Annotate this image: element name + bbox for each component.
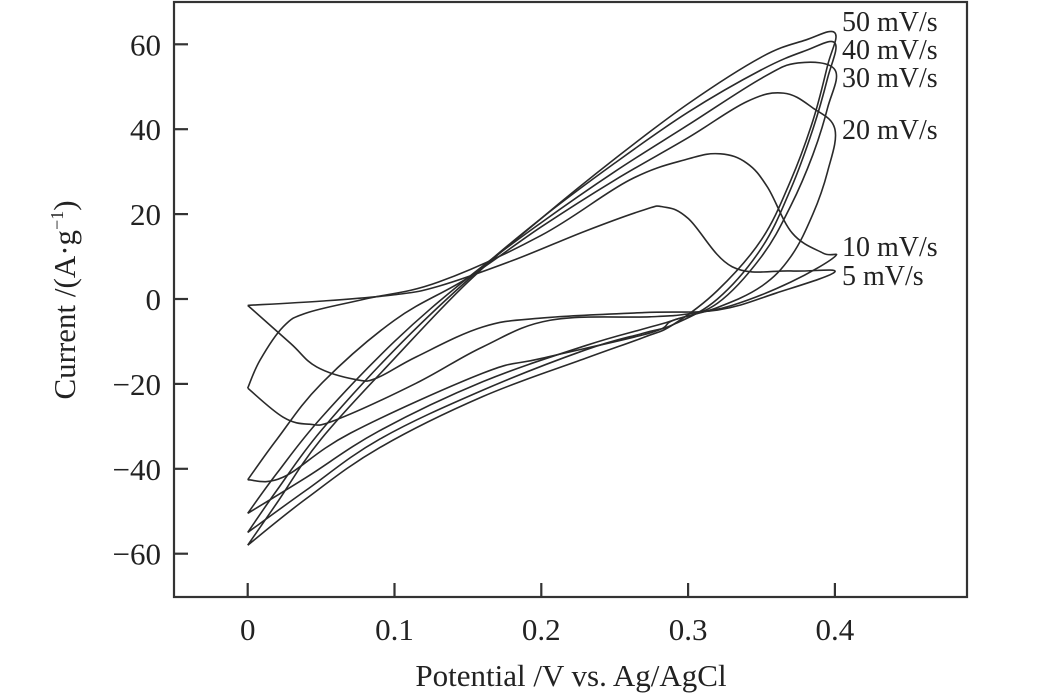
y-tick-label: 20	[130, 197, 161, 232]
series-label-10: 10 mV/s	[842, 232, 938, 263]
cv-curve-50-mV-s	[247, 30, 837, 546]
series-label-5: 5 mV/s	[842, 261, 924, 292]
series-label-40: 40 mV/s	[842, 35, 938, 66]
series-label-30: 30 mV/s	[842, 63, 938, 94]
x-tick-label: 0.2	[522, 612, 561, 647]
cv-curve-30-mV-s	[247, 61, 838, 515]
y-tick-label: 0	[146, 282, 162, 317]
y-axis-label: Current /(A·g−1)	[47, 200, 82, 399]
y-axis-label-main: Current /(A·g	[47, 230, 82, 400]
x-axis-label: Potential /V vs. Ag/AgCl	[415, 658, 726, 693]
series-label-50: 50 mV/s	[842, 7, 938, 38]
ticks-group: 0 0.1 0.2 0.3 0.4 60 40 20 0 −20 −40 −60	[113, 27, 855, 647]
y-tick-label: −40	[113, 452, 161, 487]
cv-curve-5-mV-s	[247, 205, 836, 382]
y-tick-label: −20	[113, 367, 161, 402]
cv-curve-40-mV-s	[247, 40, 837, 534]
y-tick-label: 40	[130, 112, 161, 147]
x-tick-label: 0.1	[375, 612, 414, 647]
y-tick-label: 60	[130, 27, 161, 62]
x-tick-label: 0	[240, 612, 256, 647]
x-tick-label: 0.4	[816, 612, 855, 647]
cv-curve-20-mV-s	[247, 92, 837, 483]
cv-curve-10-mV-s	[246, 152, 838, 426]
x-tick-label: 0.3	[669, 612, 708, 647]
y-axis-label-end: )	[47, 200, 82, 210]
y-axis-label-sup: −1	[47, 211, 67, 230]
series-label-20: 20 mV/s	[842, 115, 938, 146]
y-tick-label: −60	[113, 537, 161, 572]
curves-group	[246, 30, 838, 546]
